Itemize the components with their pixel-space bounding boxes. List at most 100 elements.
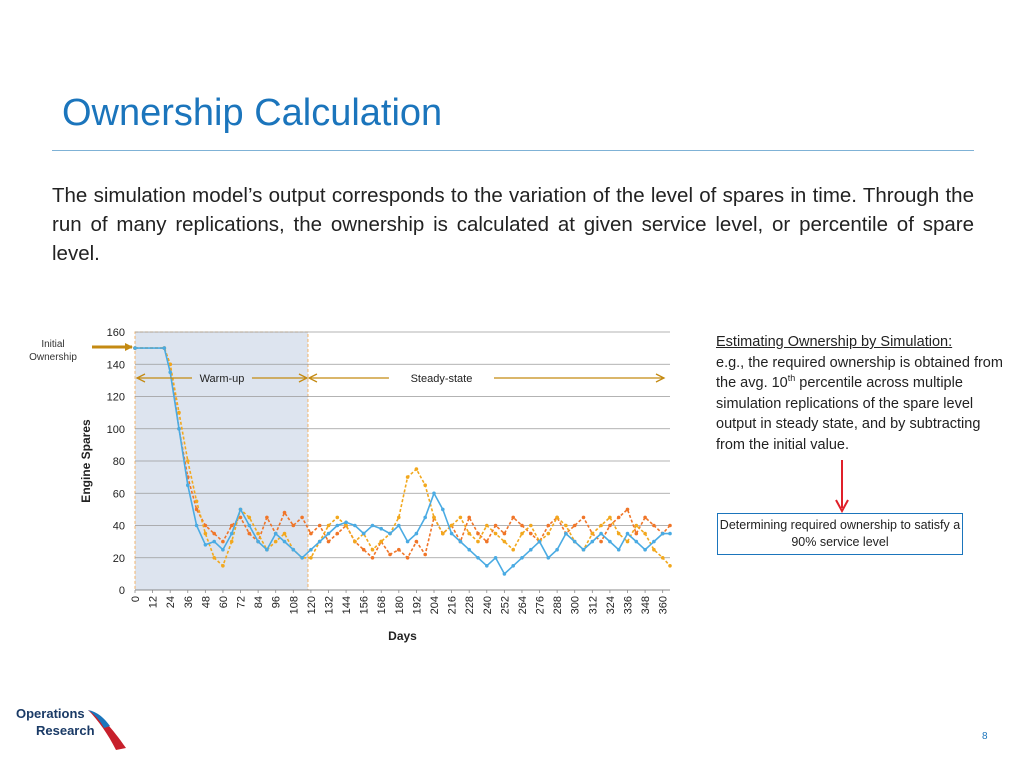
data-point-yellow	[608, 515, 612, 520]
data-point-blue	[309, 547, 313, 552]
series-group	[133, 346, 672, 576]
data-point-blue	[133, 346, 137, 350]
warmup-label: Warm-up	[200, 373, 245, 385]
data-point-yellow	[309, 556, 313, 560]
data-point-blue	[458, 539, 463, 544]
callout-box: Determining required ownership to satisf…	[717, 513, 963, 555]
data-point-orange	[265, 515, 269, 520]
data-point-orange	[229, 523, 234, 528]
data-point-blue	[256, 539, 260, 544]
x-tick-label: 96	[271, 596, 283, 608]
y-tick-label: 20	[113, 553, 125, 565]
y-axis-label: Engine Spares	[79, 419, 93, 503]
x-tick-label: 324	[605, 596, 617, 614]
estimation-note: Estimating Ownership by Simulation: e.g.…	[716, 332, 1008, 455]
data-point-orange	[405, 556, 410, 560]
data-point-yellow	[616, 531, 621, 536]
x-tick-label: 360	[658, 596, 670, 614]
spares-chart: 0 20 40 60 80 100 120 140 160 0 12 24 36 48 60 72 84 96 1…	[79, 327, 672, 643]
data-point-blue	[555, 547, 559, 552]
data-point-blue	[344, 520, 348, 525]
data-point-blue	[423, 515, 428, 520]
data-point-yellow	[186, 459, 190, 463]
note-superscript: th	[787, 373, 796, 384]
data-point-blue	[599, 531, 603, 536]
data-point-blue	[432, 491, 436, 496]
data-point-orange	[335, 531, 340, 536]
data-point-yellow	[194, 499, 199, 504]
data-point-blue	[388, 531, 392, 536]
slide-title: Ownership Calculation	[62, 92, 443, 134]
data-point-orange	[511, 515, 515, 520]
data-point-orange	[423, 552, 428, 557]
data-point-orange	[414, 539, 419, 544]
x-tick-label: 300	[570, 596, 582, 614]
data-point-blue	[511, 564, 515, 568]
logo-line-2: Research	[36, 723, 95, 738]
steady-arrowhead-left	[307, 373, 318, 383]
body-paragraph: The simulation model’s output correspond…	[52, 184, 974, 265]
data-point-blue	[493, 556, 498, 560]
data-point-yellow	[203, 531, 208, 536]
data-point-blue	[370, 523, 375, 528]
data-point-yellow	[229, 539, 234, 544]
data-point-blue	[229, 531, 234, 536]
x-tick-label: 132	[323, 596, 335, 614]
note-text-2: percentile across multiple simulation re…	[716, 375, 981, 453]
data-point-yellow	[326, 523, 331, 528]
data-point-blue	[291, 547, 296, 552]
steady-arrowhead-right	[655, 373, 666, 383]
data-point-yellow	[511, 547, 515, 552]
data-point-yellow	[599, 523, 603, 528]
x-tick-label: 0	[130, 596, 142, 602]
data-point-orange	[485, 539, 489, 544]
data-point-blue	[273, 531, 278, 536]
data-point-blue	[590, 539, 595, 544]
series-line-blue	[135, 347, 670, 576]
data-point-blue	[317, 539, 322, 544]
data-point-blue	[572, 539, 577, 544]
data-point-orange	[194, 507, 199, 512]
data-point-blue	[546, 556, 551, 560]
data-point-orange	[221, 539, 225, 544]
data-point-blue	[203, 543, 208, 547]
x-tick-label: 240	[482, 596, 494, 614]
warmup-arrowhead-left	[135, 373, 146, 383]
data-point-blue	[616, 547, 621, 552]
warmup-arrowhead-right	[298, 373, 309, 383]
data-point-orange	[502, 531, 507, 536]
x-tick-label: 228	[464, 596, 476, 614]
x-tick-label: 84	[253, 596, 265, 608]
data-point-orange	[581, 515, 586, 520]
data-point-blue	[467, 547, 472, 552]
x-tick-label: 276	[535, 596, 547, 614]
data-point-yellow	[221, 564, 225, 568]
y-tick-label: 140	[107, 359, 125, 371]
data-point-yellow	[256, 531, 260, 536]
y-tick-label: 160	[107, 327, 125, 339]
data-point-yellow	[353, 539, 357, 544]
data-point-blue	[221, 547, 225, 552]
data-point-blue	[660, 531, 665, 536]
note-heading: Estimating Ownership by Simulation:	[716, 334, 953, 350]
data-point-orange	[370, 556, 375, 560]
data-point-blue	[502, 572, 507, 576]
data-point-blue	[361, 531, 366, 536]
steady-state-label: Steady-state	[411, 373, 473, 385]
data-point-orange	[668, 523, 672, 528]
x-tick-label: 120	[306, 596, 318, 614]
x-tick-label: 192	[411, 596, 423, 614]
x-tick-label: 36	[183, 596, 195, 608]
data-point-orange	[317, 523, 322, 528]
y-tick-label: 80	[113, 456, 125, 468]
data-point-yellow	[458, 515, 463, 520]
data-point-orange	[282, 510, 287, 515]
logo-swoosh-icon	[88, 710, 126, 750]
data-point-yellow	[634, 523, 639, 528]
data-point-orange	[212, 531, 216, 536]
data-point-yellow	[502, 539, 507, 544]
y-tick-label: 100	[107, 424, 125, 436]
data-point-blue	[168, 370, 172, 375]
x-tick-label: 336	[622, 596, 634, 614]
data-point-yellow	[555, 515, 559, 520]
